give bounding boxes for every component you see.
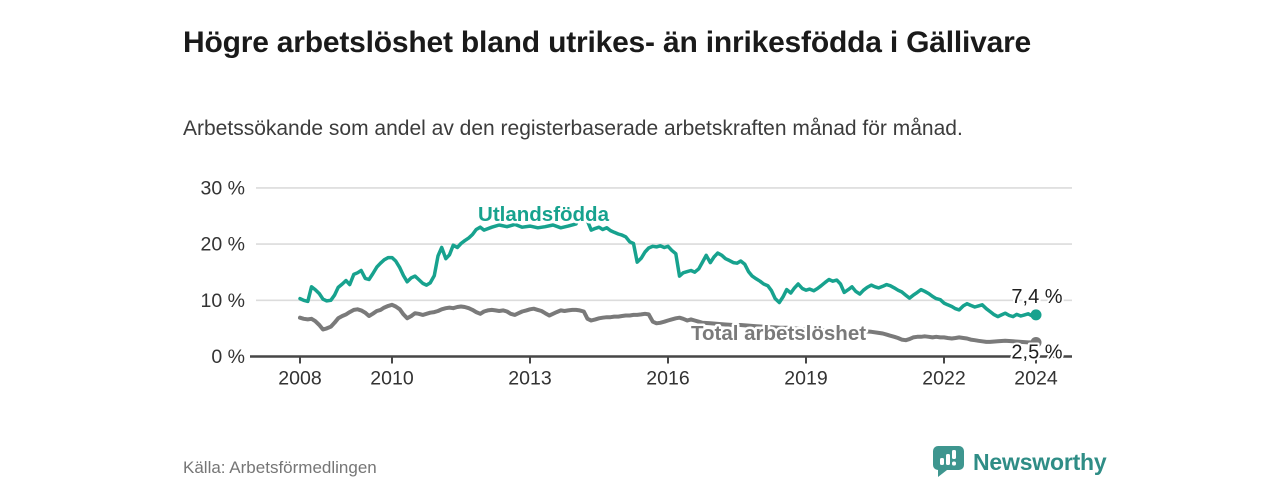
x-axis-tick-label: 2019	[784, 368, 827, 390]
x-axis-tick-label: 2022	[922, 368, 965, 390]
x-axis-tick-label: 2016	[646, 368, 689, 390]
chart-subtitle: Arbetssökande som andel av den registerb…	[183, 117, 963, 140]
y-axis-tick-label: 0 %	[211, 346, 245, 368]
y-axis-tick-label: 30 %	[201, 177, 245, 199]
x-axis-tick-label: 2013	[508, 368, 551, 390]
source-note: Källa: Arbetsförmedlingen	[183, 458, 377, 477]
series-end-dot	[1030, 336, 1042, 348]
x-axis-tick-label: 2024	[1014, 368, 1058, 390]
series-label: Utlandsfödda	[478, 203, 610, 226]
series-end-value-label: 7,4 %	[1011, 286, 1062, 308]
series-label: Total arbetslöshet	[691, 322, 866, 345]
newsworthy-wordmark: Newsworthy	[973, 448, 1107, 475]
x-axis-tick-label: 2010	[370, 368, 414, 390]
newsworthy-speech-bubble-bar-chart-icon	[933, 446, 964, 477]
y-axis-tick-label: 20 %	[201, 234, 245, 256]
chart-title: Högre arbetslöshet bland utrikes- än inr…	[183, 26, 1032, 60]
x-axis-tick-label: 2008	[278, 368, 321, 390]
series-line-total	[298, 302, 1038, 345]
series-end-dot	[1030, 309, 1042, 321]
series-line-utlandsfodda	[298, 205, 1038, 319]
series-end-value-label: 2,5 %	[1011, 341, 1062, 363]
newsworthy-logo: Newsworthy	[933, 446, 1107, 478]
y-axis-tick-label: 10 %	[201, 290, 245, 312]
